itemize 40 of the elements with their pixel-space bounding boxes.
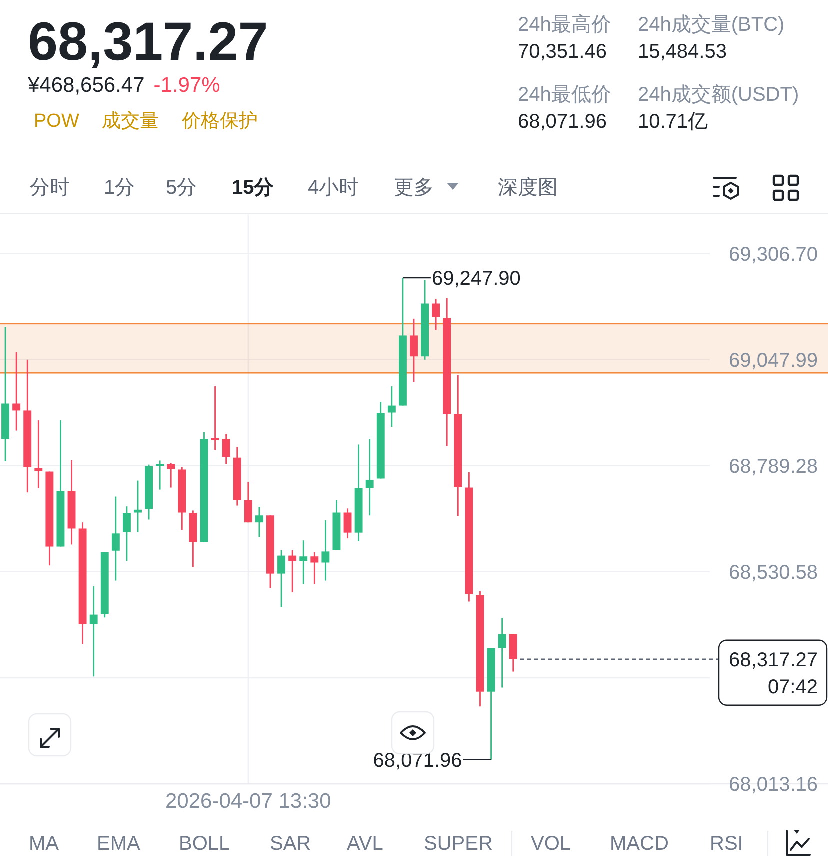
- annotation: 更多: [394, 177, 434, 199]
- subtitle: ¥468,656.47: [28, 74, 145, 97]
- ytick: 68,789.28: [729, 456, 818, 478]
- annotation: 24h成交额(USDT): [638, 84, 800, 106]
- ytick: 69,306.70: [729, 244, 818, 266]
- annotation: 15分: [232, 177, 274, 199]
- annotation: MA: [29, 833, 59, 855]
- annotation: -1.97%: [154, 74, 220, 97]
- annotation: 分时: [30, 177, 70, 199]
- annotation: VOL: [531, 833, 572, 855]
- annotation: RSI: [710, 833, 744, 855]
- title: 68,317.27: [28, 12, 268, 72]
- annotation: EMA: [97, 833, 140, 855]
- annotation: SAR: [270, 833, 312, 855]
- annotation: 价格保护: [182, 111, 258, 132]
- annotation: 深度图: [498, 177, 558, 199]
- annotation: 1分: [104, 177, 136, 199]
- ytick: 69,047.99: [729, 350, 818, 372]
- annotation: AVL: [347, 833, 384, 855]
- annotation: MACD: [610, 833, 669, 855]
- ytick: 68,013.16: [729, 774, 818, 796]
- annotation: SUPER: [424, 833, 493, 855]
- annotation: BOLL: [179, 833, 230, 855]
- annotation: 68,071.96: [373, 750, 462, 772]
- annotation: 69,247.90: [432, 268, 521, 290]
- annotation: 4小时: [308, 177, 360, 199]
- annotation: 24h成交量(BTC): [638, 14, 785, 36]
- annotation: 70,351.46: [518, 41, 607, 63]
- annotation: POW: [34, 111, 80, 132]
- ref-label: 68,317.27: [729, 649, 818, 672]
- annotation: 24h最低价: [518, 84, 612, 106]
- annotation: 成交量: [102, 111, 159, 132]
- ytick: 68,530.58: [729, 562, 818, 584]
- xtick: 2026-04-07 13:30: [166, 790, 332, 813]
- annotation: 68,071.96: [518, 111, 607, 133]
- annotation: 24h最高价: [518, 14, 612, 36]
- annotation: 10.71亿: [638, 111, 708, 133]
- annotation: 15,484.53: [638, 41, 727, 63]
- ref-label: 07:42: [768, 676, 818, 698]
- annotation: 5分: [166, 177, 198, 199]
